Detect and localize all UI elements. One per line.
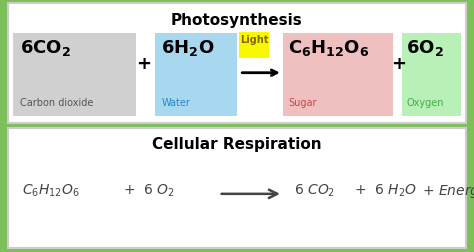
- Text: $\mathbf{C_6H_{12}O_6}$: $\mathbf{C_6H_{12}O_6}$: [288, 38, 370, 57]
- FancyBboxPatch shape: [155, 34, 237, 116]
- Text: $6\ CO_2$: $6\ CO_2$: [294, 182, 336, 199]
- Text: Photosynthesis: Photosynthesis: [171, 13, 303, 27]
- FancyBboxPatch shape: [13, 34, 136, 116]
- Text: Carbon dioxide: Carbon dioxide: [19, 97, 93, 107]
- Text: Cellular Respiration: Cellular Respiration: [152, 137, 322, 152]
- Text: Water: Water: [162, 97, 191, 107]
- Text: $\mathbf{6CO_2}$: $\mathbf{6CO_2}$: [19, 38, 71, 57]
- Text: $+\ \ 6\ H_2O$: $+\ \ 6\ H_2O$: [354, 182, 417, 199]
- Text: $+\ Energy$: $+\ Energy$: [422, 182, 474, 199]
- Text: Oxygen: Oxygen: [406, 97, 444, 107]
- FancyBboxPatch shape: [283, 34, 392, 116]
- FancyBboxPatch shape: [8, 4, 466, 123]
- Text: Light: Light: [240, 35, 269, 45]
- FancyBboxPatch shape: [239, 33, 269, 59]
- FancyBboxPatch shape: [402, 34, 461, 116]
- Text: Sugar: Sugar: [288, 97, 317, 107]
- Text: $C_6H_{12}O_6$: $C_6H_{12}O_6$: [22, 182, 80, 199]
- Text: +: +: [391, 54, 406, 72]
- FancyBboxPatch shape: [8, 129, 466, 248]
- Text: $+\ \ 6\ O_2$: $+\ \ 6\ O_2$: [122, 182, 174, 199]
- Text: +: +: [136, 54, 151, 72]
- Text: $\mathbf{6O_2}$: $\mathbf{6O_2}$: [406, 38, 444, 57]
- Text: $\mathbf{6H_2O}$: $\mathbf{6H_2O}$: [162, 38, 215, 57]
